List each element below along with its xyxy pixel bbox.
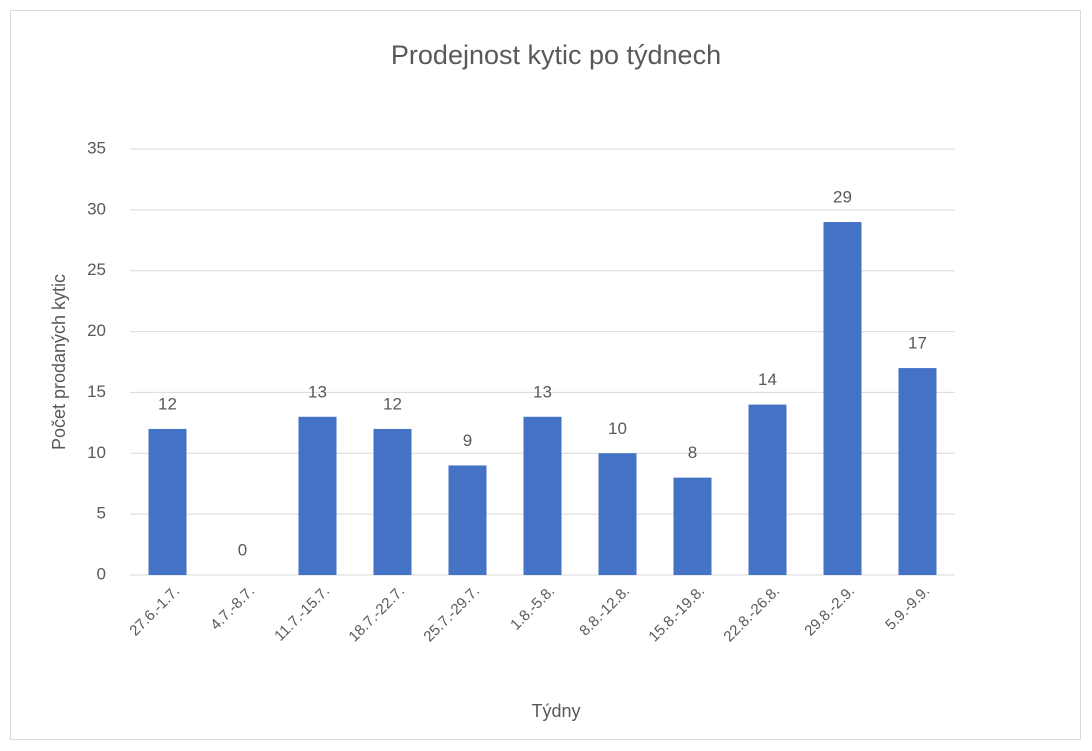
y-tick-label: 0: [97, 564, 106, 583]
bar: [823, 222, 862, 575]
data-label: 0: [238, 540, 247, 559]
y-tick-label: 10: [87, 443, 106, 462]
data-label: 17: [908, 334, 927, 353]
bar: [148, 428, 187, 575]
data-label: 29: [833, 188, 852, 207]
y-tick-label: 20: [87, 321, 106, 340]
y-tick-label: 30: [87, 199, 106, 218]
y-tick-label: 35: [87, 138, 106, 157]
y-tick-label: 15: [87, 382, 106, 401]
data-label: 12: [158, 394, 177, 413]
data-label: 13: [308, 382, 327, 401]
chart-title: Prodejnost kytic po týdnech: [391, 40, 721, 70]
data-label: 10: [608, 419, 627, 438]
bar: [373, 428, 412, 575]
data-label: 8: [688, 443, 697, 462]
bar: [448, 465, 487, 575]
y-tick-label: 25: [87, 260, 106, 279]
data-label: 9: [463, 431, 472, 450]
x-axis-label: Týdny: [531, 701, 580, 721]
bar: [298, 416, 337, 575]
bar: [598, 453, 637, 575]
y-tick-label: 5: [97, 504, 106, 523]
y-axis-label: Počet prodaných kytic: [49, 274, 69, 450]
data-label: 14: [758, 370, 777, 389]
bar: [673, 477, 712, 575]
bar: [523, 416, 562, 575]
data-label: 12: [383, 394, 402, 413]
bar: [748, 404, 787, 575]
bar: [898, 368, 937, 575]
data-label: 13: [533, 382, 552, 401]
